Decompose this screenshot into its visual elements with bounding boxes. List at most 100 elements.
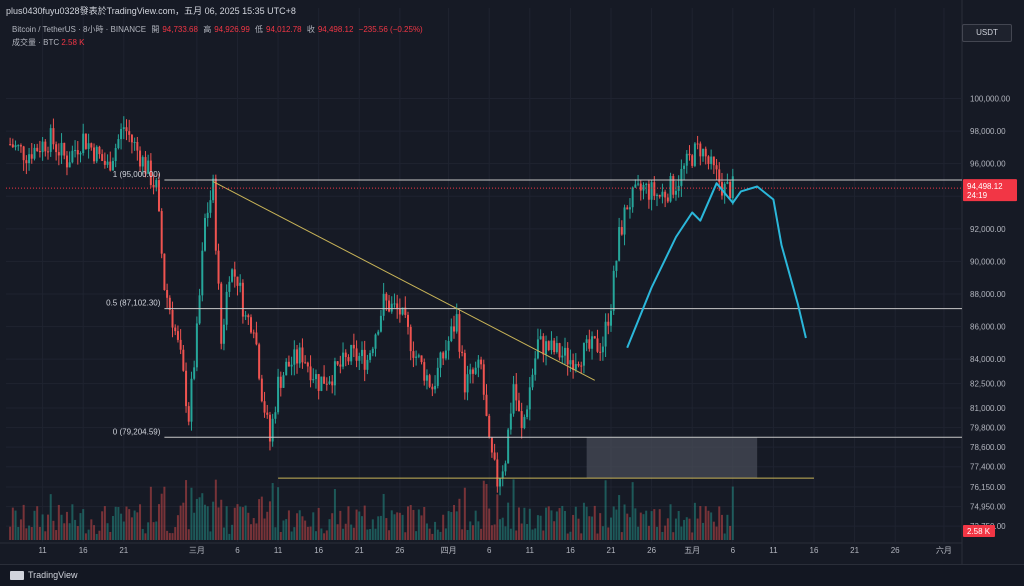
candle-body [434, 385, 437, 390]
volume-bar [499, 519, 502, 540]
candle [231, 268, 234, 283]
symbol-name[interactable]: Bitcoin / TetherUS · 8小時 · BINANCE [12, 25, 147, 34]
volume-bar [214, 479, 217, 540]
candle [296, 345, 299, 374]
candle [485, 384, 488, 417]
candle-body [398, 308, 401, 315]
y-tick-label: 84,000.00 [970, 355, 1006, 364]
candle [601, 336, 604, 361]
volume-bar [634, 508, 637, 540]
candle-body [401, 307, 404, 315]
candle [166, 283, 169, 309]
volume-bar [482, 480, 485, 540]
volume-bar [279, 531, 282, 540]
candle [366, 354, 369, 375]
x-tick-label: 四月 [441, 546, 457, 555]
volume-bar [610, 517, 612, 540]
candle-body [731, 176, 734, 199]
candle-body [17, 145, 20, 147]
candle [436, 357, 439, 389]
candle-body [379, 315, 382, 332]
candle-body [352, 344, 355, 349]
volume-bar [339, 510, 342, 540]
candle-body [239, 282, 242, 286]
descending-trendline [212, 181, 595, 381]
x-tick-label: 16 [314, 546, 323, 555]
candle [607, 313, 610, 335]
volume-bar [720, 514, 723, 540]
candle-body [580, 365, 583, 367]
candle [726, 173, 729, 185]
volume-bar [120, 513, 123, 540]
y-tick-label: 88,000.00 [970, 290, 1006, 299]
candle [550, 331, 553, 355]
candle [130, 134, 133, 154]
candle-body [637, 183, 640, 185]
candle [515, 373, 518, 411]
candle [477, 355, 480, 378]
x-tick-label: 16 [810, 546, 819, 555]
volume-bar [425, 523, 428, 540]
volume-bar [599, 513, 602, 540]
candle-countdown: 24:19 [967, 191, 988, 200]
volume-bar [726, 514, 729, 540]
candle [228, 276, 231, 298]
volume-bar [453, 504, 456, 540]
candle [599, 342, 602, 361]
tradingview-logo[interactable]: TradingView [10, 570, 78, 581]
candle [331, 375, 334, 394]
candle [634, 179, 637, 188]
volume-bar [517, 507, 520, 540]
candle [155, 178, 158, 192]
candle [450, 318, 453, 343]
price-axis[interactable]: 100,000.0098,000.0096,000.0094,000.0092,… [963, 95, 1017, 537]
candle-body [409, 326, 412, 352]
candle-body [536, 339, 539, 359]
candle-body [304, 362, 307, 364]
volume-bar [458, 498, 461, 540]
candle [363, 340, 366, 382]
time-axis[interactable]: 11 16 21 三月 6 11 16 21 26 四月 6 11 16 21 26 五月 6 11 16 21 26 六… [38, 545, 951, 555]
volume-bar [710, 512, 713, 540]
volume-bar [212, 501, 215, 540]
candle [434, 375, 437, 394]
volume-bar [71, 504, 74, 540]
candle [149, 153, 152, 188]
volume-bar [615, 509, 618, 540]
volume-bar [79, 513, 82, 540]
candle-body [333, 361, 336, 386]
target-zone [586, 437, 758, 479]
candle-body [393, 303, 396, 305]
currency-button[interactable]: USDT [962, 24, 1012, 42]
candle-body [258, 344, 261, 379]
candle-body [482, 364, 485, 395]
candle-body [130, 134, 133, 143]
candle [55, 141, 58, 161]
candle-body [496, 459, 499, 487]
y-tick-label: 82,500.00 [970, 380, 1006, 389]
candle [263, 391, 266, 418]
volume-bar [190, 487, 193, 540]
volume-bar [19, 519, 22, 540]
candle [139, 146, 142, 172]
candle-body [336, 361, 339, 365]
candle [504, 460, 507, 476]
volume-bar [385, 518, 388, 540]
candle [702, 148, 705, 162]
candle [325, 377, 328, 391]
candle-body [420, 355, 423, 363]
volume-bar [198, 497, 201, 540]
volume-bar [274, 527, 277, 540]
candle [65, 151, 68, 176]
volume-bar [252, 518, 255, 540]
candle [453, 315, 456, 339]
candle [247, 313, 250, 325]
volume-bar [28, 525, 31, 540]
candle-body [30, 154, 33, 159]
volume-bar [260, 496, 263, 540]
candle [696, 135, 699, 150]
candle [350, 344, 353, 365]
volume-bar [688, 518, 691, 540]
volume-bar [607, 527, 610, 540]
